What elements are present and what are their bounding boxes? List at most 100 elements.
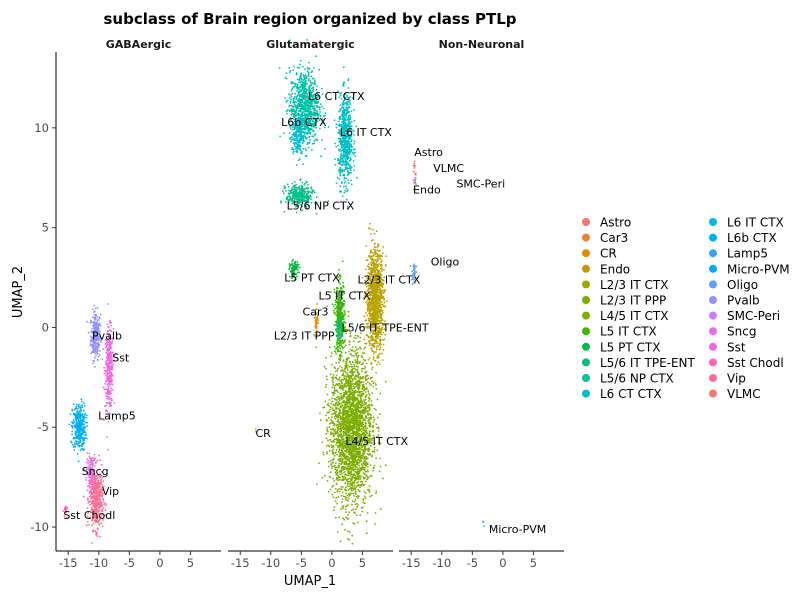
- data-point: [110, 381, 113, 383]
- data-point: [91, 501, 94, 504]
- data-point: [311, 149, 313, 151]
- data-point: [347, 119, 350, 121]
- data-point: [380, 261, 382, 263]
- data-point: [341, 148, 344, 151]
- data-point: [293, 188, 296, 190]
- data-point: [81, 406, 84, 409]
- data-point: [296, 90, 298, 92]
- data-point: [310, 75, 313, 78]
- data-point: [109, 383, 112, 386]
- data-point: [299, 89, 302, 92]
- data-point: [305, 132, 308, 135]
- data-point: [345, 140, 348, 143]
- data-point: [314, 112, 317, 115]
- data-point: [376, 357, 378, 359]
- data-point: [343, 185, 345, 188]
- data-point: [376, 306, 379, 309]
- data-point: [377, 296, 380, 299]
- data-point: [98, 316, 101, 319]
- data-point: [384, 265, 387, 267]
- data-point: [115, 352, 117, 355]
- data-point: [299, 98, 302, 101]
- data-point: [300, 100, 303, 103]
- data-point: [74, 443, 76, 446]
- data-point: [342, 110, 344, 112]
- data-point: [292, 185, 295, 188]
- data-point: [344, 122, 347, 125]
- data-point: [303, 192, 306, 195]
- data-point: [295, 73, 298, 76]
- data-point: [75, 422, 78, 425]
- data-point: [309, 132, 312, 135]
- data-point: [301, 181, 304, 184]
- data-point: [375, 261, 378, 263]
- data-point: [324, 112, 327, 114]
- data-point: [292, 99, 295, 102]
- data-point: [92, 500, 94, 502]
- data-point: [95, 342, 98, 345]
- data-point: [290, 90, 293, 92]
- data-point: [77, 460, 80, 463]
- data-point: [312, 111, 315, 114]
- data-point: [289, 101, 292, 104]
- data-point: [92, 459, 95, 462]
- data-point: [81, 413, 84, 415]
- data-point: [380, 307, 383, 309]
- data-point: [342, 155, 345, 158]
- data-point: [297, 131, 300, 134]
- data-point: [342, 281, 344, 284]
- data-point: [284, 189, 287, 192]
- data-point: [373, 293, 375, 295]
- data-point: [107, 348, 110, 351]
- data-point: [107, 303, 110, 305]
- data-point: [291, 182, 294, 185]
- data-point: [379, 346, 382, 348]
- data-point: [306, 104, 309, 107]
- data-point: [85, 416, 88, 419]
- data-point: [105, 351, 108, 354]
- data-point: [93, 320, 95, 323]
- data-point: [89, 343, 92, 345]
- data-point: [312, 107, 314, 110]
- data-point: [372, 259, 375, 261]
- data-point: [301, 128, 304, 131]
- data-point: [279, 135, 281, 138]
- data-point: [297, 140, 300, 143]
- data-point: [378, 348, 381, 351]
- data-point: [311, 105, 313, 108]
- data-point: [106, 377, 109, 380]
- data-point: [347, 154, 349, 157]
- data-point: [110, 389, 112, 392]
- data-point: [88, 476, 90, 479]
- data-point: [309, 81, 312, 84]
- data-point: [291, 188, 294, 191]
- x-tick-label: -5: [124, 556, 135, 570]
- data-point: [303, 93, 306, 95]
- data-point: [303, 84, 306, 86]
- data-point: [340, 181, 343, 184]
- data-point: [366, 265, 369, 267]
- data-point: [379, 267, 382, 270]
- data-point: [373, 254, 375, 257]
- data-point: [340, 153, 342, 155]
- data-point: [71, 421, 73, 423]
- data-point: [311, 69, 314, 72]
- data-point: [79, 449, 82, 452]
- data-point: [302, 195, 304, 198]
- data-point: [113, 402, 116, 404]
- data-point: [96, 535, 99, 537]
- data-point: [91, 308, 94, 311]
- data-point: [347, 310, 350, 313]
- data-point: [347, 78, 350, 80]
- data-point: [90, 495, 92, 497]
- data-point: [375, 371, 377, 374]
- data-point: [377, 345, 380, 348]
- data-point: [86, 437, 88, 440]
- data-point: [377, 291, 380, 294]
- data-point: [304, 102, 306, 104]
- data-point: [298, 81, 300, 83]
- data-point: [88, 456, 91, 458]
- data-point: [313, 105, 316, 107]
- data-point: [375, 298, 377, 301]
